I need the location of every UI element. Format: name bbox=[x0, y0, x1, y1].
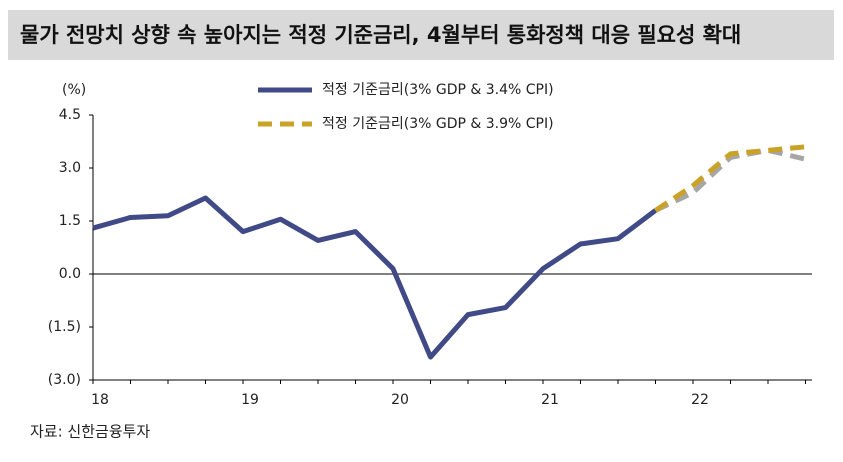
y-tick-label: (1.5) bbox=[48, 319, 81, 335]
y-tick-label: 0.0 bbox=[59, 266, 81, 282]
y-tick-label: 1.5 bbox=[59, 213, 81, 229]
x-tick-label: 18 bbox=[91, 392, 109, 408]
x-tick-label: 20 bbox=[391, 392, 409, 408]
x-tick-label: 21 bbox=[541, 392, 559, 408]
x-tick-label: 19 bbox=[241, 392, 259, 408]
y-tick-label: 4.5 bbox=[59, 107, 81, 123]
x-tick-label: 22 bbox=[691, 392, 709, 408]
legend-label: 적정 기준금리(3% GDP & 3.9% CPI) bbox=[322, 116, 554, 132]
title-bar bbox=[8, 10, 834, 60]
series-line bbox=[92, 195, 658, 360]
legend-label: 적정 기준금리(3% GDP & 3.4% CPI) bbox=[322, 82, 554, 98]
series-line bbox=[654, 144, 806, 213]
source: 자료: 신한금융투자 bbox=[30, 423, 150, 441]
chart-title: 물가 전망치 상향 속 높아지는 적정 기준금리, 4월부터 통화정책 대응 필… bbox=[20, 23, 741, 47]
y-unit: (%) bbox=[62, 82, 86, 98]
y-tick-label: (3.0) bbox=[48, 372, 81, 388]
forecast-line bbox=[654, 147, 807, 213]
y-tick-label: 3.0 bbox=[59, 160, 81, 176]
